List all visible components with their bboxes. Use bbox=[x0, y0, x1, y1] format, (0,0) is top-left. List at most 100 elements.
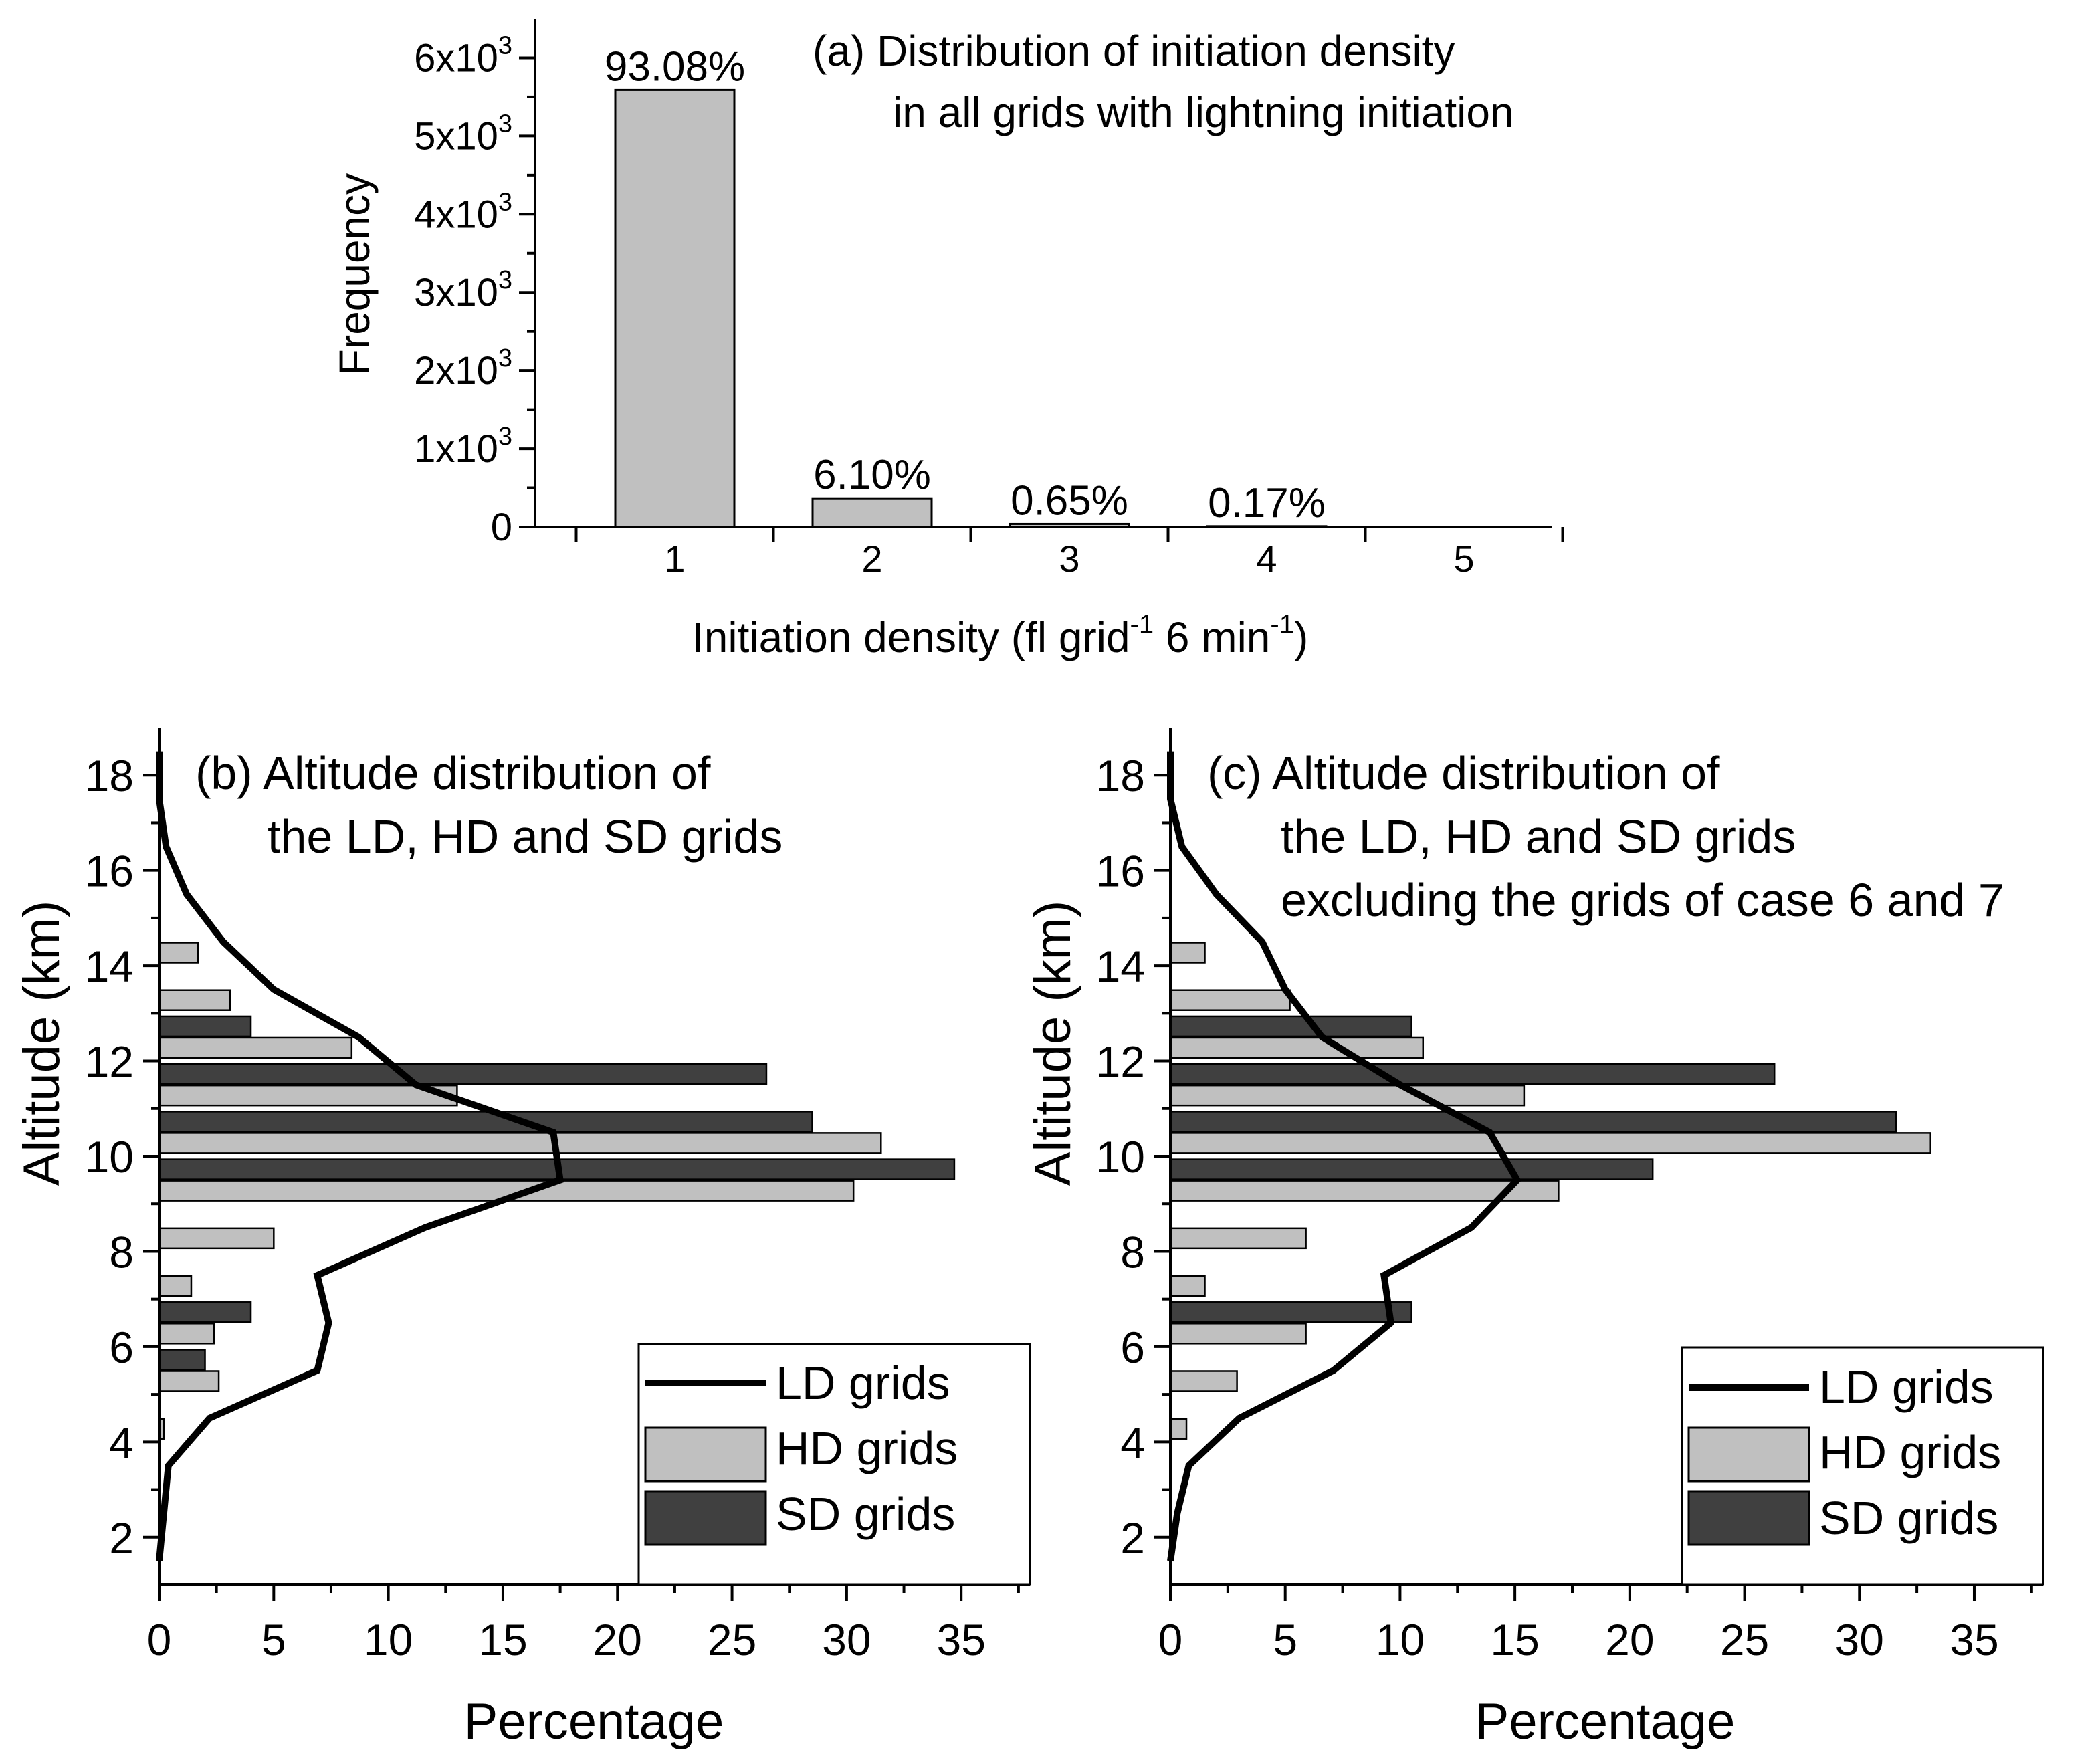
panel-c-sd-bar bbox=[1169, 1301, 1412, 1323]
panel-b-ytick-label: 18 bbox=[85, 751, 134, 800]
panel-b-xtick-label: 0 bbox=[147, 1615, 172, 1664]
panel-c-title-line3: excluding the grids of case 6 and 7 bbox=[1281, 874, 2004, 926]
panel-a-ylabel: Frequency bbox=[330, 173, 379, 375]
panel-c-ytick-label: 18 bbox=[1096, 751, 1145, 800]
panel-b-ylabel: Altitude (km) bbox=[13, 901, 70, 1186]
panel-b-xtick-label: 20 bbox=[593, 1615, 642, 1664]
panel-a-ytick-label: 2x103 bbox=[414, 344, 512, 393]
panel-c-ylabel: Altitude (km) bbox=[1025, 901, 1081, 1186]
panel-c-legend: LD grids HD grids SD grids bbox=[1681, 1346, 2044, 1586]
panel-b-xtick-label: 25 bbox=[708, 1615, 756, 1664]
panel-b-title-line2: the LD, HD and SD grids bbox=[268, 810, 782, 863]
panel-b-hd-bar bbox=[158, 1275, 193, 1297]
panel-b-sd-bar bbox=[158, 1015, 252, 1038]
panel-a-xtick-label: 3 bbox=[1059, 538, 1079, 580]
panel-c-title-line1: (c) Altitude distribution of bbox=[1207, 747, 1720, 799]
panel-c-ytick-label: 2 bbox=[1120, 1513, 1145, 1563]
panel-c-ytick-label: 6 bbox=[1120, 1323, 1145, 1372]
panel-b-ytick-label: 4 bbox=[109, 1418, 134, 1467]
panel-c-ytick-label: 16 bbox=[1096, 847, 1145, 896]
panel-a-frequency-chart: 93.08% 6.10% 0.65% 0.17% 0 1x103 2x103 3x103 4x… bbox=[330, 19, 1564, 661]
panel-b-sd-bar bbox=[158, 1349, 206, 1371]
panel-c-legend-hd-label: HD grids bbox=[1819, 1426, 2001, 1478]
panel-c-sd-bar bbox=[1169, 1015, 1412, 1038]
panel-c-hd-bar bbox=[1169, 1323, 1307, 1345]
panel-b-ytick-label: 12 bbox=[85, 1037, 134, 1087]
panel-c-legend-sd-swatch bbox=[1687, 1490, 1810, 1546]
panel-a-bar-label-1: 93.08% bbox=[605, 43, 745, 90]
panel-c-ytick-label: 14 bbox=[1096, 942, 1145, 991]
panel-c-xtick-label: 0 bbox=[1158, 1615, 1183, 1664]
panel-c-xtick-label: 5 bbox=[1273, 1615, 1297, 1664]
panel-a-ytick-label: 4x103 bbox=[414, 188, 512, 236]
panel-b-ytick-label: 16 bbox=[85, 847, 134, 896]
panel-a-ytick-label: 3x103 bbox=[414, 266, 512, 314]
panel-b-hd-bar bbox=[158, 1132, 882, 1154]
panel-c-xtick-label: 35 bbox=[1950, 1615, 1998, 1664]
panel-b-xtick-label: 30 bbox=[822, 1615, 871, 1664]
panel-b-legend-sd-swatch bbox=[644, 1490, 767, 1546]
panel-a-title-line2: in all grids with lightning initiation bbox=[893, 88, 1514, 136]
panel-a-bar-label-4: 0.17% bbox=[1208, 480, 1326, 526]
panel-b-xtick-label: 10 bbox=[364, 1615, 413, 1664]
panel-b-sd-bar bbox=[158, 1063, 768, 1085]
panel-b-legend-ld-label: LD grids bbox=[776, 1357, 950, 1409]
panel-c-hd-bar bbox=[1169, 1275, 1206, 1297]
panel-a-ytick-label: 5x103 bbox=[414, 110, 512, 158]
panel-c-hd-bar bbox=[1169, 989, 1291, 1011]
panel-a-bar-1 bbox=[614, 88, 736, 528]
panel-c-xtick-label: 15 bbox=[1490, 1615, 1539, 1664]
panel-a-xtick-label: 4 bbox=[1256, 538, 1277, 580]
panel-b-hd-bar bbox=[158, 989, 231, 1011]
panel-a-xtick-label: 1 bbox=[664, 538, 685, 580]
panel-b-ytick-label: 8 bbox=[109, 1227, 134, 1277]
panel-b-hd-bar bbox=[158, 1370, 220, 1392]
panel-c-altitude-chart: 2 4 6 8 10 12 14 16 18 0 5 10 15 20 25 30 35 (c) Altitu… bbox=[1025, 728, 2044, 1750]
panel-c-legend-sd-label: SD grids bbox=[1819, 1492, 1998, 1544]
panel-c-sd-bar bbox=[1169, 1063, 1776, 1085]
panel-c-hd-bar bbox=[1169, 1227, 1307, 1250]
panel-a-xtick-label: 2 bbox=[861, 538, 882, 580]
panel-b-sd-bar bbox=[158, 1301, 252, 1323]
panel-c-ytick-label: 4 bbox=[1120, 1418, 1145, 1467]
panel-c-hd-bar bbox=[1169, 1370, 1238, 1392]
panel-c-xtick-label: 10 bbox=[1376, 1615, 1425, 1664]
panel-b-altitude-chart: 2 4 6 8 10 12 14 16 18 0 5 10 15 20 25 30 35 (b) Altitu… bbox=[13, 728, 1031, 1750]
panel-b-hd-bar bbox=[158, 1084, 458, 1107]
panel-a-title-line1: (a) Distribution of initiation density bbox=[813, 27, 1455, 75]
panel-a-bar-label-2: 6.10% bbox=[813, 452, 931, 498]
panel-c-hd-bar bbox=[1169, 1036, 1425, 1059]
panel-c-ytick-label: 10 bbox=[1096, 1132, 1145, 1182]
panel-b-hd-bar bbox=[158, 1323, 215, 1345]
panel-b-xlabel: Percentage bbox=[464, 1693, 724, 1750]
panel-a-bar-2 bbox=[811, 497, 933, 528]
panel-b-ytick-label: 14 bbox=[85, 942, 134, 991]
panel-b-ytick-label: 10 bbox=[85, 1132, 134, 1182]
panel-c-hd-bar bbox=[1169, 1418, 1188, 1440]
panel-c-ytick-label: 12 bbox=[1096, 1037, 1145, 1087]
panel-b-xtick-label: 35 bbox=[936, 1615, 985, 1664]
panel-c-ytick-label: 8 bbox=[1120, 1227, 1145, 1277]
panel-b-xtick-label: 15 bbox=[478, 1615, 527, 1664]
panel-b-hd-bar bbox=[158, 1036, 353, 1059]
panel-c-legend-ld-label: LD grids bbox=[1819, 1361, 1994, 1413]
panel-b-legend-sd-label: SD grids bbox=[776, 1488, 955, 1540]
panel-c-hd-bar bbox=[1169, 942, 1206, 964]
panel-c-title-line2: the LD, HD and SD grids bbox=[1281, 810, 1796, 863]
panel-b-legend-hd-label: HD grids bbox=[776, 1422, 958, 1474]
panel-c-hd-bar bbox=[1169, 1132, 1931, 1154]
panel-b-title-line1: (b) Altitude distribution of bbox=[195, 747, 711, 799]
panel-b-hd-bar bbox=[158, 1227, 275, 1250]
panel-a-xlabel: Initiation density (fl grid-1 6 min-1) bbox=[692, 610, 1308, 661]
panel-b-ytick-label: 6 bbox=[109, 1323, 134, 1372]
panel-c-xtick-label: 30 bbox=[1835, 1615, 1884, 1664]
panel-c-xtick-label: 25 bbox=[1720, 1615, 1769, 1664]
panel-c-legend-hd-swatch bbox=[1687, 1426, 1810, 1483]
panel-b-xtick-label: 5 bbox=[261, 1615, 286, 1664]
panel-b-ld-grids-line bbox=[156, 751, 564, 1561]
panel-a-ytick-label: 0 bbox=[491, 506, 512, 549]
panel-b-sd-bar bbox=[158, 1111, 813, 1133]
panel-b-legend: LD grids HD grids SD grids bbox=[637, 1343, 1031, 1586]
panel-c-hd-bar bbox=[1169, 1084, 1526, 1107]
